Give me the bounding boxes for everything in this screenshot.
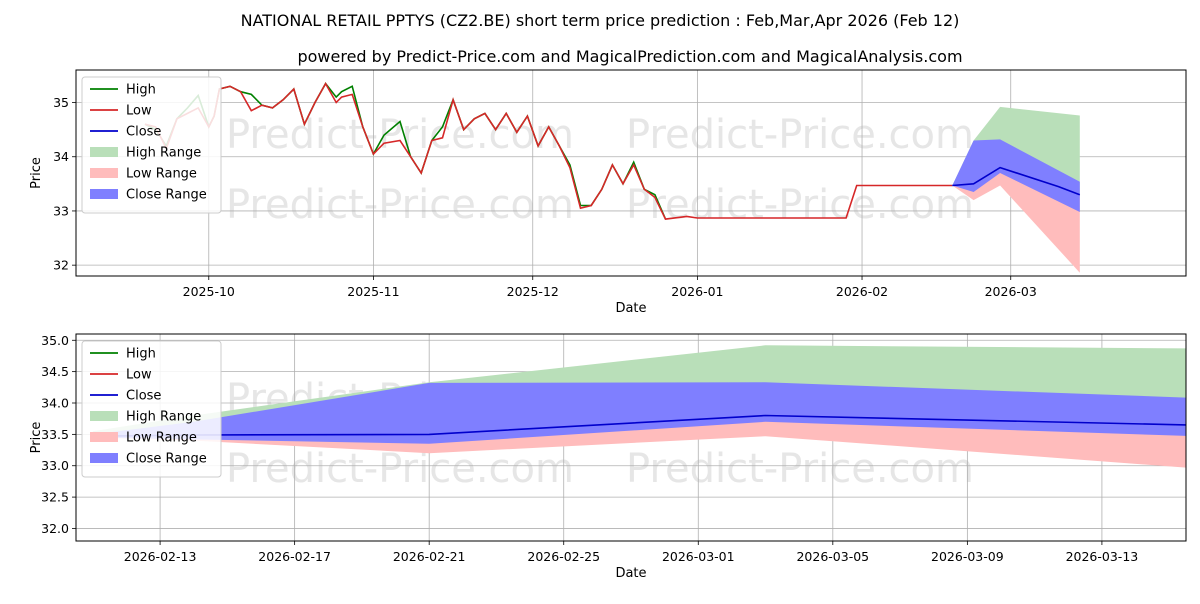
x-tick-label: 2026-03-09 [931,549,1004,564]
x-tick-label: 2026-02-21 [393,549,466,564]
legend: High Low Close High Range Low Range Close Ran… [81,76,222,214]
legend-label: Close Range [126,188,207,203]
y-axis-label: Price [29,422,44,454]
y-tick-label: 34.0 [41,396,69,411]
x-tick-label: 2026-02-17 [258,549,331,564]
legend-label: High Range [126,410,201,425]
x-axis-label: Date [615,301,646,316]
x-tick-label: 2026-03-05 [796,549,869,564]
watermark-text: Predict-Price.com [626,446,974,492]
legend-box [81,76,222,214]
legend-swatch [90,432,118,442]
watermark-text: Predict-Price.com [226,446,574,492]
y-tick-label: 34 [53,149,69,164]
y-tick-label: 35 [53,95,69,110]
x-tick-label: 2026-02 [836,284,888,299]
close-range-band [952,139,1080,212]
y-axis-label: Price [29,157,44,189]
y-tick-label: 32.0 [41,521,69,536]
chart-title: NATIONAL RETAIL PPTYS (CZ2.BE) short ter… [241,11,960,30]
legend-label: Low Range [126,431,197,446]
y-tick-label: 33.0 [41,458,69,473]
legend-label: High Range [126,146,201,161]
x-tick-label: 2026-03 [985,284,1037,299]
x-axis-label: Date [615,566,646,581]
low-range-band [92,415,1186,468]
watermark-text: Predict-Price.com [226,112,574,158]
x-tick-label: 2025-11 [347,284,399,299]
legend-box [81,340,222,478]
legend-swatch [90,411,118,421]
legend-swatch [90,189,118,199]
legend-label: Low [126,104,152,119]
y-tick-label: 34.5 [41,364,69,379]
legend-label: Close [126,125,161,140]
x-tick-label: 2026-01 [671,284,723,299]
y-tick-label: 33.5 [41,427,69,442]
watermark-text: Predict-Price.com [626,182,974,228]
legend-label: Low [126,368,152,383]
close-range-band [92,382,1186,444]
x-tick-label: 2026-03-01 [662,549,735,564]
axes-frame [75,69,1187,277]
legend-swatch [90,168,118,178]
axes-frame [75,333,1187,542]
legend-label: High [126,83,156,98]
x-tick-label: 2025-12 [507,284,559,299]
legend-swatch [90,147,118,157]
low-series-line [144,81,953,220]
x-tick-label: 2025-10 [183,284,235,299]
legend-label: Close [126,389,161,404]
x-tick-label: 2026-02-25 [527,549,600,564]
chart-subtitle: powered by Predict-Price.com and Magical… [297,47,962,66]
top-panel: Predict-Price.com Predict-Price.com Predic… [29,69,1187,316]
y-tick-label: 32.5 [41,490,69,505]
legend-label: Low Range [126,167,197,182]
legend: High Low Close High Range Low Range Close Ran… [81,340,222,478]
legend-label: Close Range [126,452,207,467]
legend-swatch [90,453,118,463]
bottom-panel: Predict-Price.comPredict-Price.comPredic… [29,333,1187,581]
legend-label: High [126,347,156,362]
x-tick-label: 2026-03-13 [1066,549,1139,564]
watermark-text: Predict-Price.com [226,182,574,228]
y-tick-label: 33 [53,203,69,218]
y-tick-label: 35.0 [41,333,69,348]
close-series-line [952,166,1081,196]
x-tick-label: 2026-02-13 [124,549,197,564]
y-tick-label: 32 [53,258,69,273]
watermark-text: Predict-Price.com [626,112,974,158]
